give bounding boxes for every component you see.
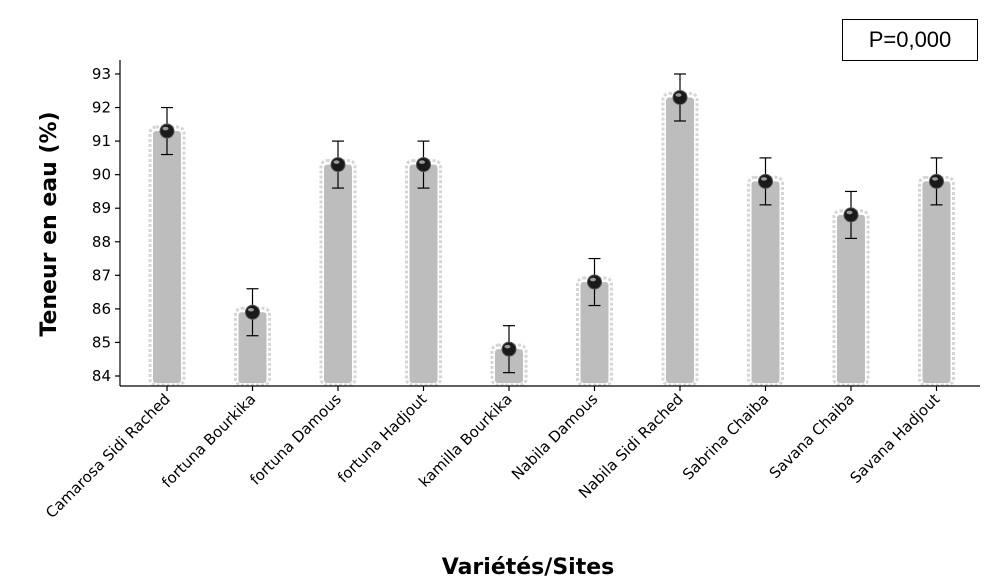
- y-tick-label: 93: [92, 65, 111, 83]
- y-tick-label: 86: [92, 300, 111, 318]
- mean-point-highlight: [846, 210, 853, 215]
- bar: [324, 164, 352, 383]
- y-tick-label: 90: [92, 166, 111, 184]
- mean-point-highlight: [333, 160, 340, 164]
- x-tick-label: Camarosa Sidi Rached: [42, 390, 174, 522]
- mean-point: [843, 207, 859, 223]
- p-value-text: P=0,000: [868, 27, 952, 52]
- bar: [153, 131, 181, 383]
- mean-point: [245, 304, 260, 320]
- y-axis-label: Teneur en eau (%): [37, 111, 62, 336]
- mean-point: [758, 173, 773, 189]
- mean-point-highlight: [504, 344, 511, 349]
- bar: [751, 181, 780, 383]
- x-axis-label: Variétés/Sites: [442, 555, 614, 580]
- mean-point-highlight: [162, 126, 169, 131]
- p-value-box: P=0,000: [842, 19, 978, 61]
- mean-point: [929, 173, 944, 189]
- mean-point-highlight: [675, 93, 682, 97]
- x-tick-label: Sabrina Chaiba: [679, 390, 772, 483]
- error-bars-group: [161, 73, 943, 374]
- y-ticks-group: 84 85 86 87 88 89 90 91 92 93: [92, 65, 120, 385]
- mean-point: [501, 341, 517, 357]
- y-tick-label: 92: [92, 99, 111, 117]
- mean-point-highlight: [248, 307, 254, 312]
- x-tick-label: kamilla Bourkika: [415, 390, 516, 491]
- bar: [238, 312, 267, 383]
- bar: [922, 181, 951, 383]
- mean-point-highlight: [932, 177, 938, 181]
- mean-point: [416, 157, 431, 173]
- x-tick-label: Savana Hadjout: [846, 390, 943, 487]
- mean-point: [587, 274, 602, 290]
- bar: [580, 282, 609, 383]
- y-tick-label: 88: [92, 233, 111, 251]
- x-tick-label: fortuna Hadjout: [334, 390, 430, 486]
- points-group: [159, 89, 944, 357]
- x-tick-label: Nabila Damous: [508, 390, 602, 484]
- mean-point-highlight: [419, 160, 425, 164]
- x-tick-label: fortuna Bourkika: [158, 390, 259, 491]
- mean-point: [330, 157, 346, 173]
- mean-point: [159, 123, 175, 139]
- bars-group: [148, 91, 955, 387]
- x-tick-label: Savana Chaiba: [766, 390, 858, 482]
- mean-point-highlight: [590, 277, 596, 282]
- y-tick-label: 85: [92, 333, 111, 351]
- axes-group: [119, 60, 980, 387]
- bar: [409, 164, 438, 383]
- mean-point-highlight: [761, 177, 767, 181]
- y-tick-label: 89: [92, 199, 111, 217]
- y-tick-label: 87: [92, 266, 111, 284]
- y-tick-label: 84: [92, 367, 111, 385]
- bar: [837, 214, 865, 383]
- bar: [666, 97, 694, 383]
- mean-point: [672, 89, 688, 105]
- x-tick-label: fortuna Damous: [246, 390, 345, 489]
- y-tick-label: 91: [92, 132, 111, 150]
